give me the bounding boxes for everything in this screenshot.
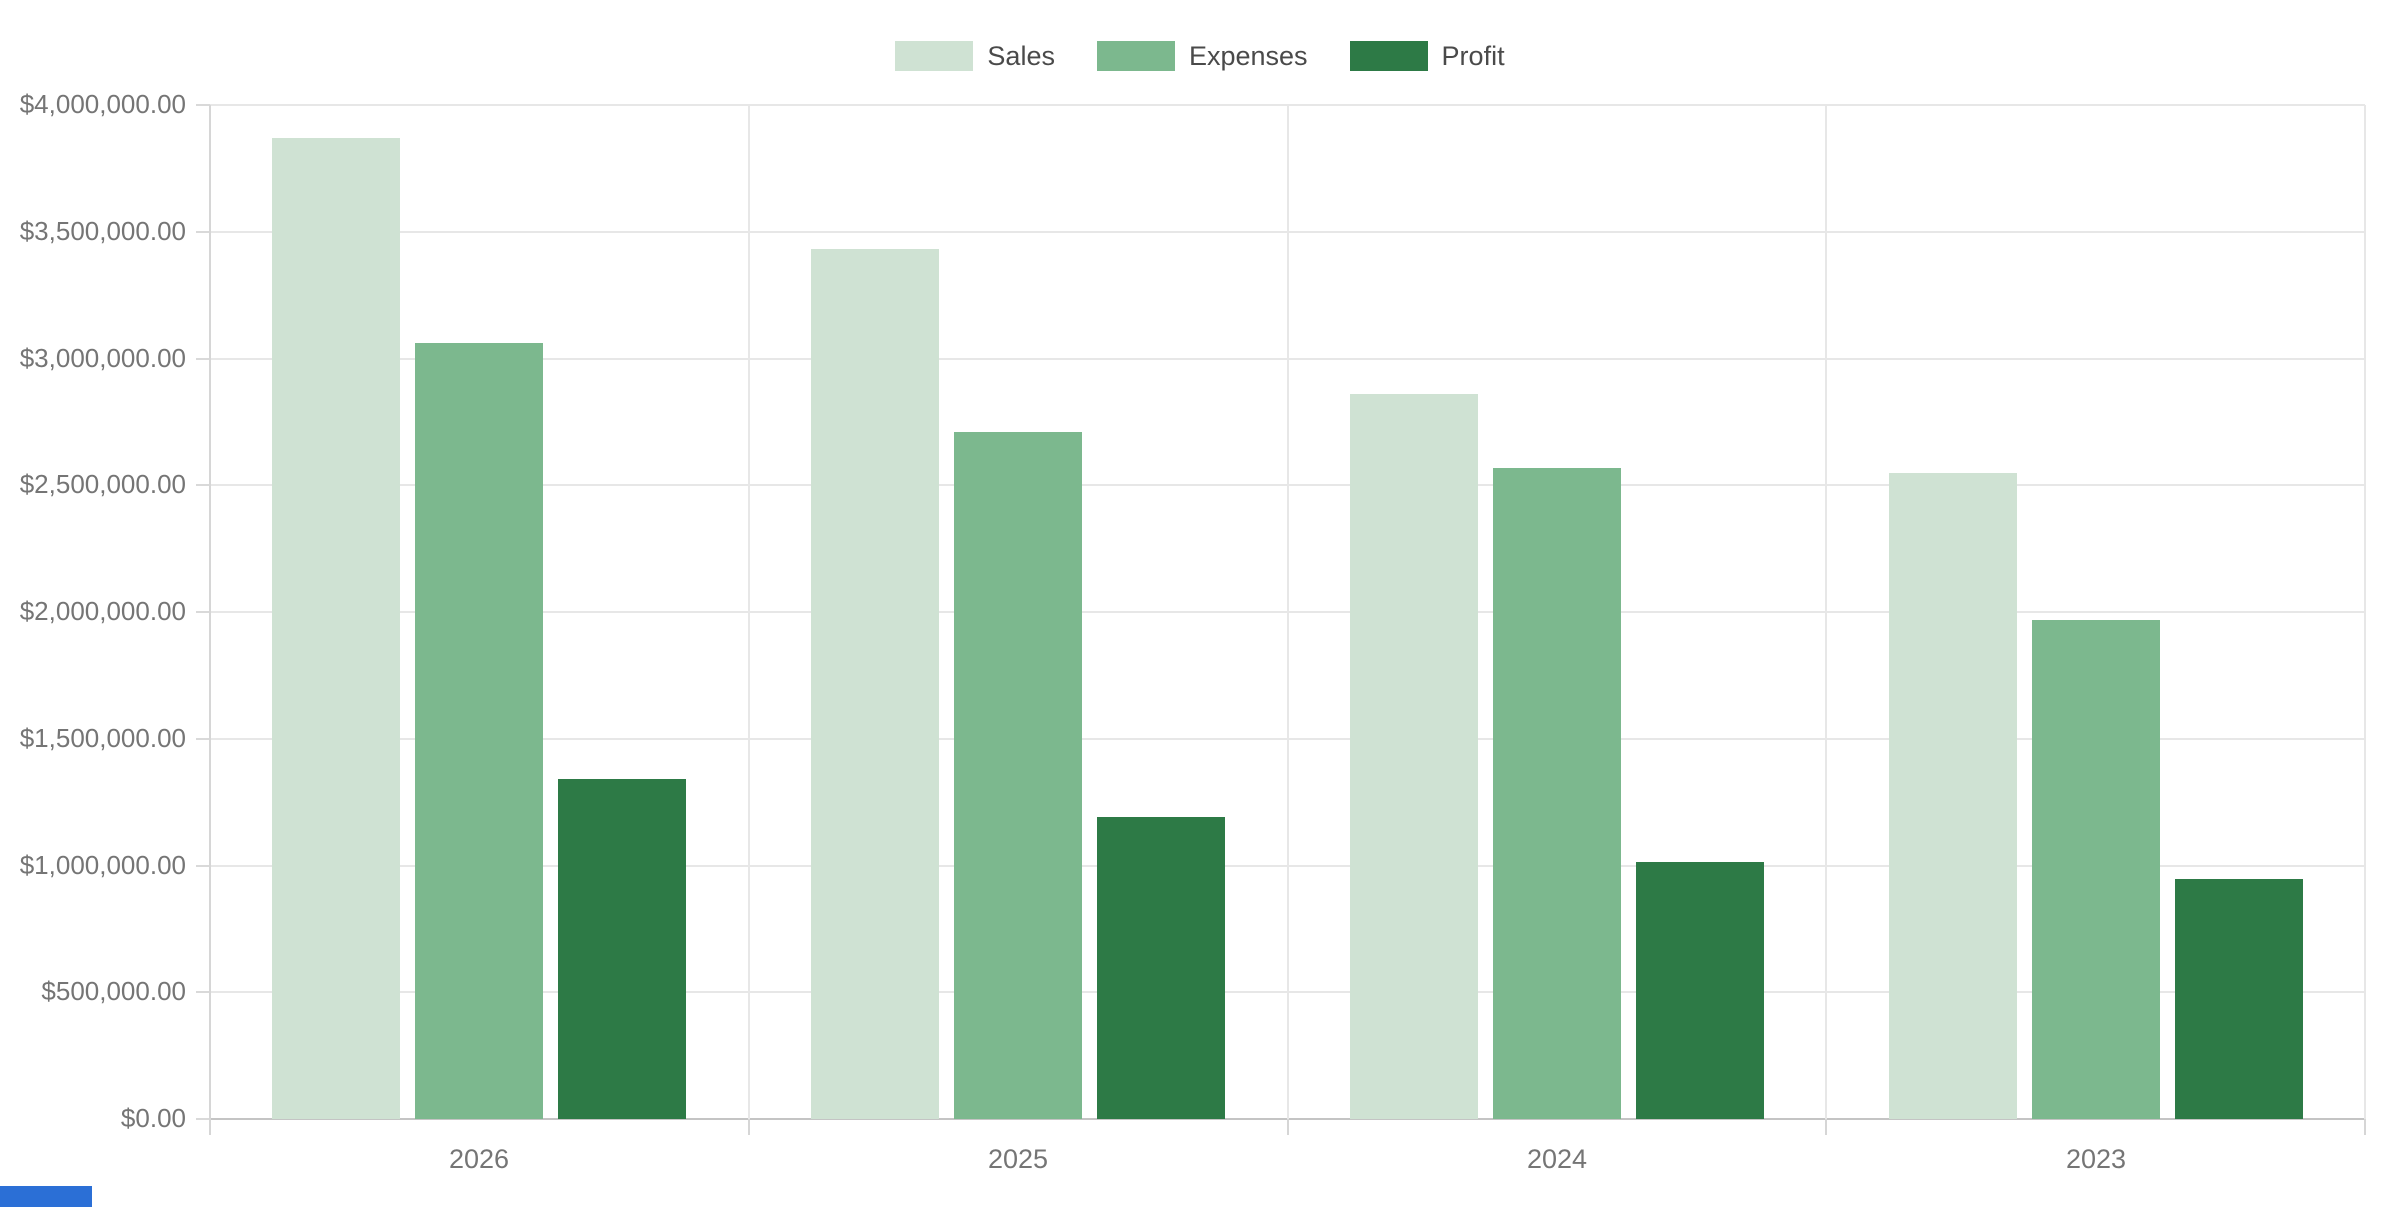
y-tick bbox=[196, 358, 210, 360]
bar-expenses-2024[interactable] bbox=[1493, 468, 1621, 1119]
y-axis-label: $1,500,000.00 bbox=[19, 723, 186, 753]
y-axis-label: $3,500,000.00 bbox=[19, 216, 186, 246]
legend-item-expenses[interactable]: Expenses bbox=[1096, 41, 1308, 71]
y-axis-label: $500,000.00 bbox=[41, 976, 186, 1006]
bar-expenses-2026[interactable] bbox=[415, 343, 543, 1119]
x-tick bbox=[209, 1119, 211, 1135]
y-tick bbox=[196, 991, 210, 993]
bar-expenses-2025[interactable] bbox=[954, 432, 1082, 1119]
legend-item-sales[interactable]: Sales bbox=[895, 41, 1055, 71]
y-axis-label: $0.00 bbox=[120, 1103, 186, 1133]
y-tick bbox=[196, 104, 210, 106]
x-axis-label: 2023 bbox=[2065, 1144, 2127, 1174]
y-axis-label: $1,000,000.00 bbox=[19, 850, 186, 880]
bar-expenses-2023[interactable] bbox=[2032, 620, 2160, 1119]
x-axis-label: 2024 bbox=[1526, 1144, 1588, 1174]
legend-swatch-expenses bbox=[1096, 41, 1175, 71]
category-separator-line bbox=[2364, 105, 2366, 1119]
y-axis-label: $3,000,000.00 bbox=[19, 343, 186, 373]
bar-sales-2025[interactable] bbox=[811, 249, 939, 1119]
x-tick bbox=[2364, 1119, 2366, 1135]
category-separator-line bbox=[1825, 105, 1827, 1119]
bar-profit-2026[interactable] bbox=[558, 779, 686, 1119]
category-separator-line bbox=[1287, 105, 1289, 1119]
y-axis-label: $4,000,000.00 bbox=[19, 89, 186, 119]
legend-label: Expenses bbox=[1188, 41, 1308, 71]
x-tick bbox=[1825, 1119, 1827, 1135]
x-axis-label: 2026 bbox=[448, 1144, 510, 1174]
bottom-left-accent-strip bbox=[0, 1186, 92, 1207]
bar-sales-2026[interactable] bbox=[272, 138, 400, 1119]
bar-profit-2024[interactable] bbox=[1636, 862, 1764, 1119]
legend-swatch-sales bbox=[895, 41, 974, 71]
y-tick bbox=[196, 231, 210, 233]
bar-sales-2024[interactable] bbox=[1350, 394, 1478, 1119]
legend: Sales Expenses Profit bbox=[0, 36, 2400, 76]
legend-label: Profit bbox=[1441, 41, 1505, 71]
x-tick bbox=[748, 1119, 750, 1135]
y-axis-label: $2,000,000.00 bbox=[19, 596, 186, 626]
legend-swatch-profit bbox=[1349, 41, 1428, 71]
y-tick bbox=[196, 484, 210, 486]
y-tick bbox=[196, 611, 210, 613]
y-tick bbox=[196, 865, 210, 867]
y-tick bbox=[196, 738, 210, 740]
legend-item-profit[interactable]: Profit bbox=[1349, 41, 1505, 71]
legend-label: Sales bbox=[987, 41, 1055, 71]
bar-profit-2025[interactable] bbox=[1097, 817, 1225, 1119]
x-axis-label: 2025 bbox=[987, 1144, 1049, 1174]
x-tick bbox=[1287, 1119, 1289, 1135]
y-tick bbox=[196, 1118, 210, 1120]
bar-profit-2023[interactable] bbox=[2175, 879, 2303, 1119]
y-axis-line bbox=[209, 105, 211, 1119]
bar-sales-2023[interactable] bbox=[1889, 473, 2017, 1119]
y-axis-label: $2,500,000.00 bbox=[19, 469, 186, 499]
category-separator-line bbox=[748, 105, 750, 1119]
